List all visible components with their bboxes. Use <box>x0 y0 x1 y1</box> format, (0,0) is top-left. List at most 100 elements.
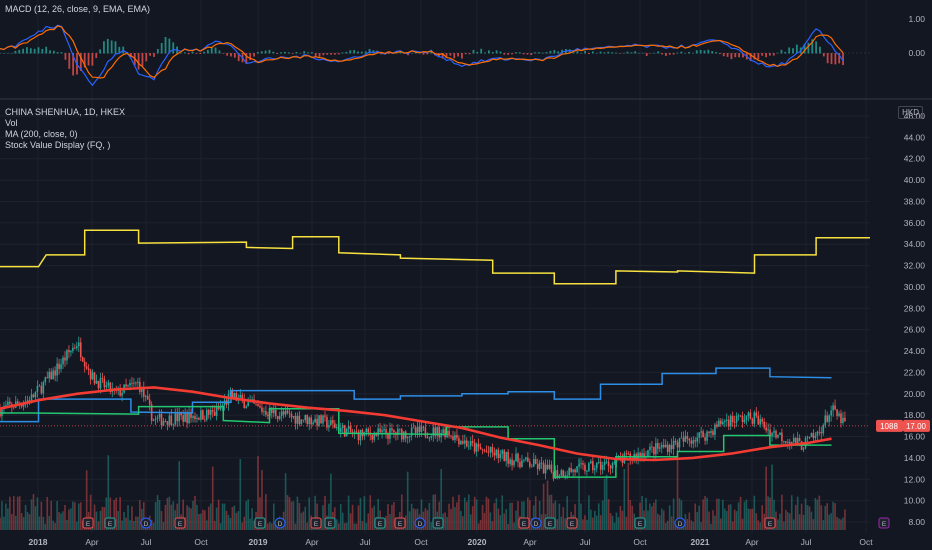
candle-body <box>542 463 545 474</box>
candle-body <box>95 380 98 384</box>
volume-bar <box>495 498 498 530</box>
volume-bar <box>131 506 133 530</box>
macd-histogram-bar <box>387 53 390 55</box>
macd-legend[interactable]: MACD (12, 26, close, 9, EMA, EMA) <box>5 4 150 15</box>
macd-pane[interactable] <box>0 24 870 87</box>
volume-bar <box>454 507 456 530</box>
candle-body <box>347 426 350 429</box>
candle-body <box>485 450 488 452</box>
candle-body <box>733 422 736 423</box>
marker-shape <box>878 517 890 529</box>
earnings-marker[interactable]: E <box>82 517 94 529</box>
candle-body <box>779 432 781 435</box>
earnings-marker[interactable]: E <box>544 517 556 529</box>
candle-body <box>546 464 549 469</box>
earnings-marker[interactable]: E <box>566 517 578 529</box>
dividend-marker[interactable]: D <box>674 517 686 529</box>
macd-axis[interactable]: 1.00 0.00 <box>908 14 925 58</box>
marker-label: D <box>678 521 683 528</box>
macd-histogram-bar <box>245 53 248 64</box>
earnings-marker[interactable]: E <box>104 517 116 529</box>
volume-bar <box>534 496 537 530</box>
candle-body <box>200 410 202 420</box>
candle-body <box>720 420 722 425</box>
volume-bar <box>123 512 125 530</box>
candle-body <box>239 395 242 398</box>
time-tick-label: Oct <box>414 537 428 547</box>
volume-bar <box>479 519 482 530</box>
currency-badge[interactable]: HKD <box>898 106 923 119</box>
macd-histogram-bar <box>684 52 687 54</box>
candle-body <box>840 413 842 423</box>
volume-bar <box>609 513 612 530</box>
dividend-marker[interactable]: D <box>414 517 426 529</box>
candle-body <box>300 419 303 424</box>
volume-bar <box>341 512 344 530</box>
volume-bar <box>391 504 393 530</box>
earnings-marker[interactable]: E <box>374 517 386 529</box>
dividend-marker[interactable]: D <box>274 517 286 529</box>
candle-body <box>38 385 41 387</box>
main-legend[interactable]: CHINA SHENHUA, 1D, HKEX Vol MA (200, clo… <box>5 107 125 151</box>
volume-bar <box>135 516 137 530</box>
candle-body <box>209 410 212 415</box>
marker-shape <box>518 517 530 529</box>
time-axis[interactable]: 2018 Apr Jul Oct 2019 Apr Jul Oct 2020 Apr Jul Oct 2… <box>29 537 874 547</box>
earnings-marker[interactable]: E <box>764 517 776 529</box>
volume-bar <box>438 501 441 530</box>
price-axis[interactable]: 46.00 44.00 42.00 40.00 38.00 36.00 34.00 32.00… <box>904 111 926 527</box>
candle-body <box>513 460 515 466</box>
candle-body <box>322 415 324 424</box>
volume-bar <box>613 522 616 530</box>
dividend-marker[interactable]: D <box>140 517 152 529</box>
volume-bar <box>168 496 171 530</box>
volume-bar <box>603 478 606 530</box>
upcoming-earnings-marker[interactable]: E <box>878 517 890 529</box>
marker-label: D <box>534 521 539 528</box>
volume-bar <box>410 503 413 530</box>
earnings-marker[interactable]: E <box>634 517 646 529</box>
earnings-marker[interactable]: E <box>518 517 530 529</box>
macd-histogram-bar <box>191 51 194 54</box>
candle-body <box>605 461 608 463</box>
macd-histogram-bar <box>291 53 294 54</box>
earnings-marker[interactable]: E <box>310 517 322 529</box>
dividend-marker[interactable]: D <box>530 517 542 529</box>
earnings-marker[interactable]: E <box>324 517 336 529</box>
candle-body <box>66 350 68 361</box>
candle-body <box>326 416 328 428</box>
volume-bar <box>842 517 844 530</box>
macd-histogram-bar <box>661 53 664 55</box>
volume-bar <box>30 499 33 530</box>
candle-body <box>471 441 474 443</box>
earnings-marker[interactable]: E <box>174 517 186 529</box>
volume-bar <box>7 508 9 530</box>
candle-body <box>584 464 586 472</box>
earnings-marker[interactable]: E <box>254 517 266 529</box>
candle-body <box>406 437 409 439</box>
macd-histogram-bar <box>114 41 117 54</box>
candle-body <box>247 402 249 407</box>
volume-bar <box>170 504 173 530</box>
volume-bar <box>115 497 118 530</box>
candle-body <box>830 410 832 416</box>
macd-histogram-bar <box>276 53 279 54</box>
volume-bar <box>164 504 167 530</box>
time-tick-label: 2020 <box>468 537 487 547</box>
volume-bar <box>513 522 515 530</box>
volume-bar <box>800 503 803 530</box>
volume-bar <box>582 519 584 530</box>
candle-body <box>339 428 342 433</box>
candle-body <box>399 428 401 430</box>
candle-body <box>491 447 494 453</box>
earnings-marker[interactable]: E <box>394 517 406 529</box>
macd-histogram-bar <box>268 49 271 54</box>
volume-bar <box>56 501 58 530</box>
macd-histogram-bar <box>295 52 298 54</box>
earnings-marker[interactable]: E <box>432 517 444 529</box>
macd-histogram-bar <box>611 52 613 54</box>
macd-histogram-bar <box>307 52 309 54</box>
